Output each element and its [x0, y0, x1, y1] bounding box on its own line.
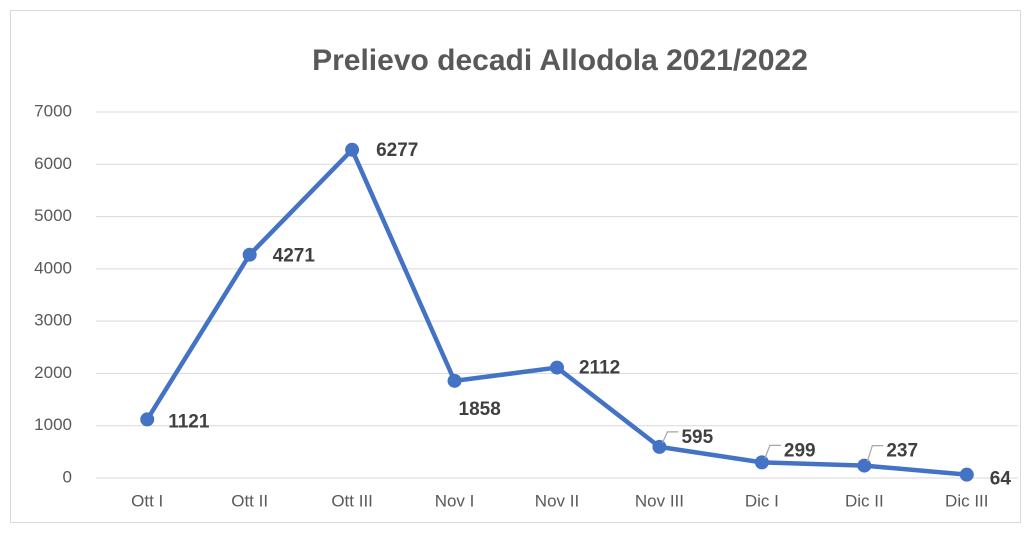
x-tick-label: Nov I [435, 491, 475, 510]
data-label: 1858 [459, 399, 501, 420]
marker [959, 467, 974, 482]
leader-line [661, 431, 679, 444]
y-tick-label: 2000 [34, 363, 72, 382]
y-tick-label: 1000 [34, 415, 72, 434]
data-label: 64 [990, 469, 1012, 490]
y-tick-label: 6000 [34, 154, 72, 173]
data-label: 4271 [273, 246, 316, 267]
y-tick-label: 3000 [34, 311, 72, 330]
data-label: 1121 [168, 411, 210, 432]
leader-line [866, 445, 884, 462]
x-tick-label: Nov II [535, 491, 579, 510]
marker [140, 412, 155, 427]
x-tick-label: Nov III [635, 491, 684, 510]
data-label: 237 [886, 441, 918, 462]
marker [857, 458, 872, 473]
data-label: 2112 [579, 358, 620, 379]
data-label: 595 [681, 427, 713, 448]
marker [447, 373, 462, 388]
x-tick-label: Dic II [845, 491, 884, 510]
data-label: 6277 [376, 140, 418, 161]
marker [754, 455, 769, 470]
x-tick-label: Dic I [745, 491, 779, 510]
x-tick-label: Ott I [131, 491, 163, 510]
y-tick-label: 0 [63, 467, 72, 486]
marker [550, 360, 564, 375]
chart-border [10, 10, 1021, 523]
marker [652, 439, 667, 454]
x-tick-label: Dic III [945, 491, 988, 510]
y-tick-label: 5000 [34, 206, 72, 225]
chart-title: Prelievo decadi Allodola 2021/2022 [312, 44, 808, 77]
marker [242, 247, 257, 262]
y-tick-label: 4000 [34, 258, 72, 277]
data-label: 299 [784, 440, 816, 461]
leader-line [764, 444, 781, 459]
x-tick-label: Ott II [231, 491, 268, 510]
marker [345, 142, 360, 157]
x-tick-label: Ott III [331, 491, 373, 510]
y-tick-label: 7000 [34, 101, 72, 120]
